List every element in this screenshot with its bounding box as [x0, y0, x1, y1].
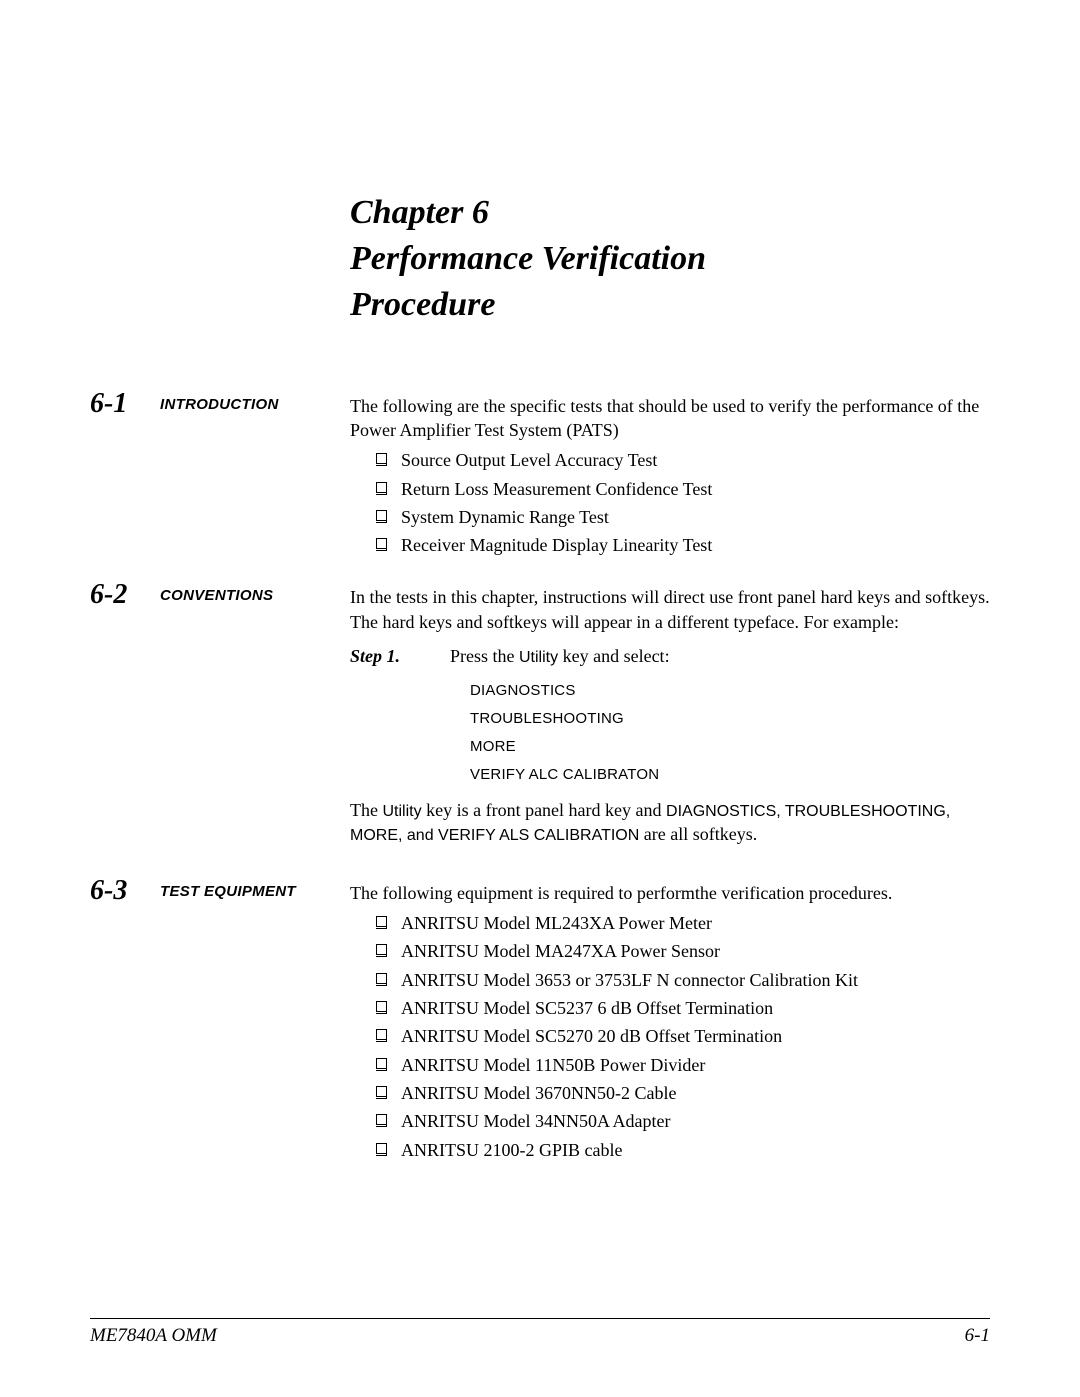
list-item: ANRITSU Model SC5270 20 dB Offset Termin…: [350, 1024, 990, 1048]
section-title: INTRODUCTION: [160, 396, 279, 413]
explanation: The Utility key is a front panel hard ke…: [350, 798, 990, 847]
checkbox-icon: [376, 1029, 387, 1040]
list-item-text: Source Output Level Accuracy Test: [401, 448, 657, 472]
list-item: ANRITSU Model 34NN50A Adapter: [350, 1109, 990, 1133]
chapter-main-title: Performance Verification: [350, 236, 990, 282]
checkbox-icon: [376, 944, 387, 955]
checkbox-icon: [376, 973, 387, 984]
section-number: 6-3: [90, 875, 127, 906]
list-item-text: ANRITSU Model ML243XA Power Meter: [401, 911, 712, 935]
list-item-text: ANRITSU Model MA247XA Power Sensor: [401, 939, 720, 963]
checkbox-icon: [376, 916, 387, 927]
checkbox-icon: [376, 1058, 387, 1069]
softkey-item: DIAGNOSTICS: [470, 681, 990, 701]
hardkey: Utility: [519, 649, 558, 666]
section-intro: The following are the specific tests tha…: [350, 394, 990, 443]
list-item-text: ANRITSU Model 3653 or 3753LF N connector…: [401, 968, 858, 992]
list-item-text: Receiver Magnitude Display Linearity Tes…: [401, 533, 712, 557]
section-6-2: 6-2 CONVENTIONS In the tests in this cha…: [90, 579, 990, 866]
footer-left: ME7840A OMM: [90, 1325, 217, 1347]
section-number: 6-2: [90, 579, 127, 610]
checkbox-icon: [376, 453, 387, 464]
softkey-item: VERIFY ALC CALIBRATON: [470, 765, 990, 785]
section-title: CONVENTIONS: [160, 587, 273, 604]
checkbox-icon: [376, 538, 387, 549]
chapter-number: Chapter 6: [350, 190, 990, 236]
list-item: Receiver Magnitude Display Linearity Tes…: [350, 533, 990, 557]
checkbox-icon: [376, 482, 387, 493]
step-text: Press the Utility key and select:: [450, 644, 990, 669]
list-item: ANRITSU Model 11N50B Power Divider: [350, 1053, 990, 1077]
section-title: TEST EQUIPMENT: [160, 883, 296, 900]
checkbox-icon: [376, 510, 387, 521]
footer-page-number: 6-1: [965, 1325, 990, 1347]
page-footer: ME7840A OMM 6-1: [90, 1318, 990, 1347]
list-item-text: ANRITSU Model 11N50B Power Divider: [401, 1053, 705, 1077]
checklist: ANRITSU Model ML243XA Power Meter ANRITS…: [350, 911, 990, 1162]
chapter-subtitle: Procedure: [350, 282, 990, 328]
list-item-text: ANRITSU Model 3670NN50-2 Cable: [401, 1081, 676, 1105]
list-item-text: ANRITSU Model SC5237 6 dB Offset Termina…: [401, 996, 773, 1020]
step-row: Step 1. Press the Utility key and select…: [350, 644, 990, 669]
list-item-text: ANRITSU 2100-2 GPIB cable: [401, 1138, 622, 1162]
list-item: Source Output Level Accuracy Test: [350, 448, 990, 472]
section-number: 6-1: [90, 388, 127, 419]
list-item-text: ANRITSU Model 34NN50A Adapter: [401, 1109, 670, 1133]
softkey-list: DIAGNOSTICS TROUBLESHOOTING MORE VERIFY …: [470, 681, 990, 786]
list-item: Return Loss Measurement Confidence Test: [350, 477, 990, 501]
section-intro: In the tests in this chapter, instructio…: [350, 585, 990, 634]
section-6-1: 6-1 INTRODUCTION The following are the s…: [90, 388, 990, 572]
list-item-text: ANRITSU Model SC5270 20 dB Offset Termin…: [401, 1024, 782, 1048]
chapter-title: Chapter 6 Performance Verification Proce…: [350, 190, 990, 328]
list-item: ANRITSU 2100-2 GPIB cable: [350, 1138, 990, 1162]
softkey-item: TROUBLESHOOTING: [470, 709, 990, 729]
list-item: ANRITSU Model 3670NN50-2 Cable: [350, 1081, 990, 1105]
checkbox-icon: [376, 1114, 387, 1125]
hardkey: Utility: [382, 803, 421, 820]
section-intro: The following equipment is required to p…: [350, 881, 990, 905]
step-label: Step 1.: [350, 644, 450, 669]
list-item-text: Return Loss Measurement Confidence Test: [401, 477, 712, 501]
softkey-item: MORE: [470, 737, 990, 757]
section-6-3: 6-3 TEST EQUIPMENT The following equipme…: [90, 875, 990, 1176]
list-item: System Dynamic Range Test: [350, 505, 990, 529]
list-item: ANRITSU Model 3653 or 3753LF N connector…: [350, 968, 990, 992]
checklist: Source Output Level Accuracy Test Return…: [350, 448, 990, 557]
list-item: ANRITSU Model MA247XA Power Sensor: [350, 939, 990, 963]
list-item: ANRITSU Model SC5237 6 dB Offset Termina…: [350, 996, 990, 1020]
list-item: ANRITSU Model ML243XA Power Meter: [350, 911, 990, 935]
checkbox-icon: [376, 1086, 387, 1097]
checkbox-icon: [376, 1143, 387, 1154]
checkbox-icon: [376, 1001, 387, 1012]
list-item-text: System Dynamic Range Test: [401, 505, 609, 529]
